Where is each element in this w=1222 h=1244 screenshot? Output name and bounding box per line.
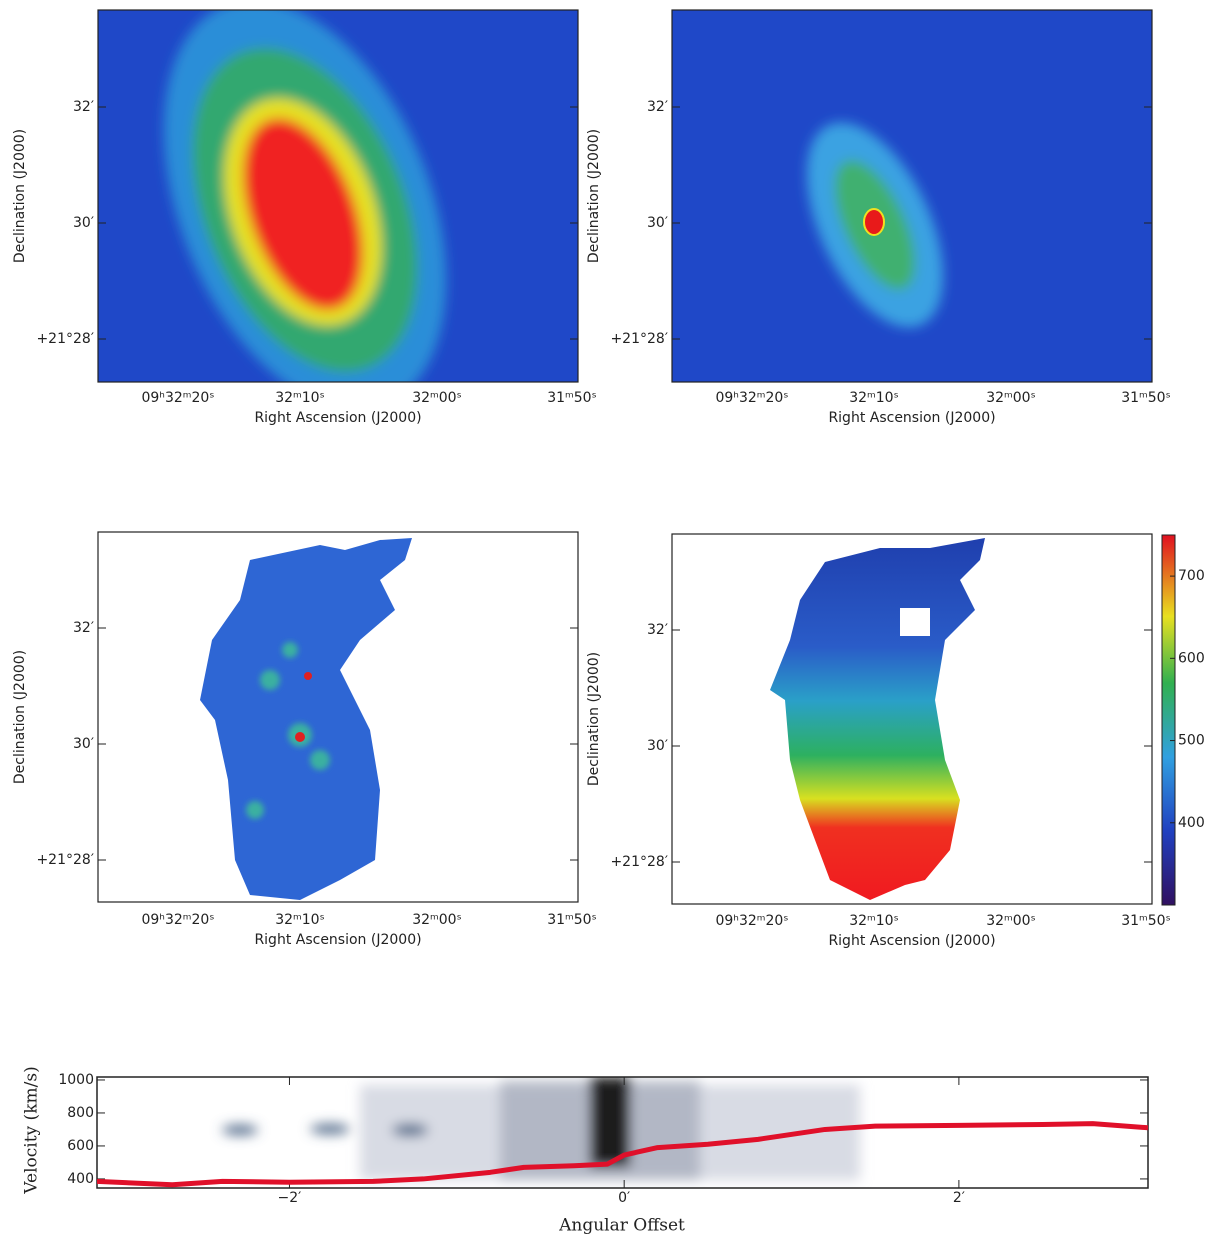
panel-frame bbox=[97, 531, 579, 903]
x-tick-label: 32ᵐ00ˢ bbox=[412, 912, 462, 928]
x-axis-title: Right Ascension (J2000) bbox=[828, 933, 995, 949]
y-tick-label: 400 bbox=[67, 1171, 94, 1187]
x-tick-label: 32ᵐ10ˢ bbox=[275, 912, 325, 928]
x-tick-label: 32ᵐ10ˢ bbox=[275, 390, 325, 406]
colorbar-label: 600 bbox=[1178, 650, 1205, 666]
x-axis-title: Right Ascension (J2000) bbox=[254, 410, 421, 426]
y-axis-title: Declination (J2000) bbox=[12, 129, 28, 263]
image-b bbox=[672, 10, 1152, 382]
y-tick-label: 30′ bbox=[647, 738, 668, 754]
y-tick-label: +21°28′ bbox=[610, 331, 668, 347]
x-tick-label: 09ʰ32ᵐ20ˢ bbox=[141, 390, 214, 406]
x-tick-label: 2′ bbox=[953, 1190, 965, 1206]
colorbar bbox=[1161, 534, 1176, 906]
x-tick-label: 31ᵐ50ˢ bbox=[1121, 913, 1171, 929]
x-tick-label: 32ᵐ00ˢ bbox=[986, 913, 1036, 929]
y-axis-title: Declination (J2000) bbox=[586, 652, 602, 786]
x-tick-label: 0′ bbox=[618, 1190, 630, 1206]
y-tick-label: 800 bbox=[67, 1105, 94, 1121]
y-tick-label: +21°28′ bbox=[36, 852, 94, 868]
y-tick-label: 600 bbox=[67, 1138, 94, 1154]
image-a bbox=[98, 10, 578, 382]
y-tick-label: 32′ bbox=[73, 620, 94, 636]
pv-image bbox=[97, 1077, 1148, 1188]
panel-frame bbox=[671, 533, 1153, 905]
y-tick-label: 30′ bbox=[647, 215, 668, 231]
y-tick-label: 32′ bbox=[647, 99, 668, 115]
y-axis-title: Declination (J2000) bbox=[12, 650, 28, 784]
x-tick-label: 09ʰ32ᵐ20ˢ bbox=[715, 913, 788, 929]
x-axis-title: Right Ascension (J2000) bbox=[254, 932, 421, 948]
image-c bbox=[200, 538, 412, 900]
y-tick-label: 32′ bbox=[647, 622, 668, 638]
y-tick-label: 30′ bbox=[73, 736, 94, 752]
colorbar-label: 700 bbox=[1178, 568, 1205, 584]
panel-frame bbox=[671, 9, 1153, 383]
y-tick-label: 32′ bbox=[73, 99, 94, 115]
pv-y-title: Velocity (km/s) bbox=[22, 1066, 42, 1194]
x-tick-label: 31ᵐ50ˢ bbox=[1121, 390, 1171, 406]
x-tick-label: 32ᵐ00ˢ bbox=[986, 390, 1036, 406]
y-tick-label: +21°28′ bbox=[36, 331, 94, 347]
x-tick-label: 31ᵐ50ˢ bbox=[547, 912, 597, 928]
pv-x-title: Angular Offset bbox=[558, 1216, 685, 1236]
x-axis-title: Right Ascension (J2000) bbox=[828, 410, 995, 426]
colorbar-label: 500 bbox=[1178, 733, 1205, 749]
image-d bbox=[770, 538, 985, 900]
x-tick-label: 09ʰ32ᵐ20ˢ bbox=[715, 390, 788, 406]
y-tick-label: 30′ bbox=[73, 215, 94, 231]
x-tick-label: 32ᵐ00ˢ bbox=[412, 390, 462, 406]
y-tick-label: +21°28′ bbox=[610, 854, 668, 870]
panel-frame bbox=[97, 9, 579, 383]
x-tick-label: 32ᵐ10ˢ bbox=[849, 913, 899, 929]
y-axis-title: Declination (J2000) bbox=[586, 129, 602, 263]
colorbar-label: 400 bbox=[1178, 815, 1205, 831]
x-tick-label: −2′ bbox=[278, 1190, 302, 1206]
rotation-curve bbox=[97, 1121, 1148, 1188]
y-tick-label: 1000 bbox=[58, 1072, 94, 1088]
pv-frame bbox=[96, 1076, 1149, 1189]
x-tick-label: 09ʰ32ᵐ20ˢ bbox=[141, 912, 214, 928]
x-tick-label: 31ᵐ50ˢ bbox=[547, 390, 597, 406]
x-tick-label: 32ᵐ10ˢ bbox=[849, 390, 899, 406]
